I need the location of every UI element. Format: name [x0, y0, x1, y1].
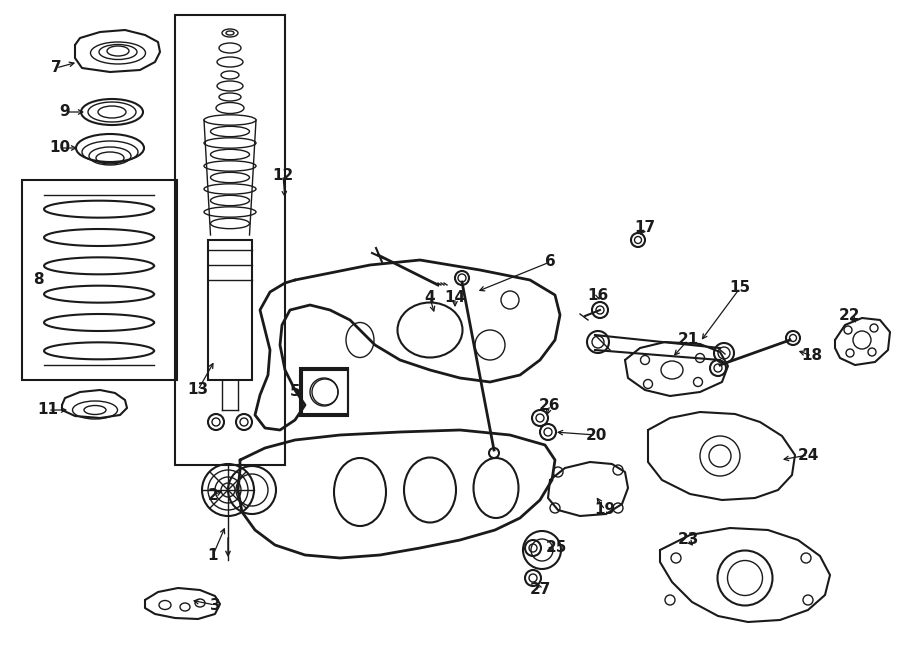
Text: 23: 23: [678, 533, 698, 547]
Text: 27: 27: [529, 582, 551, 598]
Text: 12: 12: [273, 167, 293, 182]
Bar: [175, 15, 285, 465]
Text: 16: 16: [588, 288, 608, 303]
Text: 17: 17: [634, 221, 655, 235]
Text: 3: 3: [210, 598, 220, 613]
Text: 15: 15: [729, 280, 751, 295]
Text: 9: 9: [59, 104, 70, 120]
Text: 25: 25: [545, 541, 567, 555]
Text: 18: 18: [801, 348, 823, 364]
Text: 22: 22: [839, 307, 860, 323]
Text: 6: 6: [544, 254, 555, 270]
Text: 1: 1: [208, 547, 218, 563]
Text: 8: 8: [32, 272, 43, 288]
Text: 14: 14: [445, 290, 465, 305]
Text: 13: 13: [187, 383, 209, 397]
Bar: [22, 180, 177, 380]
Bar: [302, 370, 348, 414]
Text: 2: 2: [208, 488, 219, 502]
Text: 4: 4: [425, 290, 436, 305]
Text: 24: 24: [797, 447, 819, 463]
Text: 10: 10: [50, 141, 70, 155]
Bar: [300, 368, 348, 416]
Text: 5: 5: [290, 385, 301, 399]
Text: 20: 20: [585, 428, 607, 442]
Text: 26: 26: [539, 397, 561, 412]
Text: 19: 19: [594, 502, 616, 518]
Text: 21: 21: [678, 332, 698, 348]
Bar: [208, 240, 252, 380]
Text: 11: 11: [38, 403, 58, 418]
Text: 7: 7: [50, 61, 61, 75]
